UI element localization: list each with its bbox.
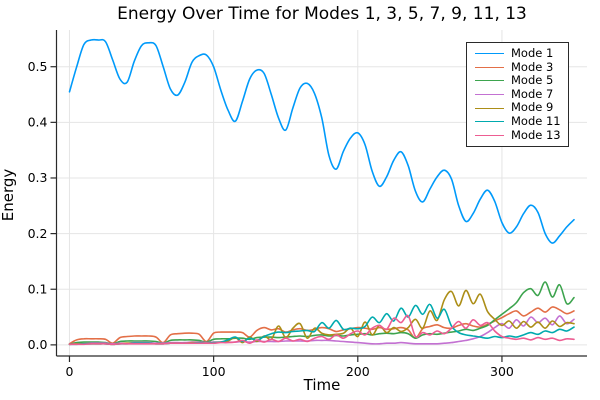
y-tick-label-3: 0.3 [28,170,48,185]
legend: Mode 1 Mode 3 Mode 5 Mode 7 Mode 9 Mode 11 Mod… [466,42,569,148]
y-tick-label-1: 0.1 [28,281,48,296]
x-tick-label-0: 0 [65,364,73,379]
x-tick-label-3: 300 [490,364,514,379]
legend-swatch-mode-11 [475,121,504,123]
x-axis-label: Time [303,376,341,394]
legend-swatch-mode-13 [475,134,504,136]
y-tick-label-5: 0.5 [28,59,48,74]
y-tick-label-4: 0.4 [28,115,48,130]
x-tick-label-1: 100 [202,364,226,379]
legend-label: Mode 7 [511,86,554,101]
legend-swatch-mode-1 [475,53,504,55]
legend-label: Mode 5 [511,73,554,88]
legend-item-mode-11: Mode 11 [475,113,562,129]
legend-item-mode-1: Mode 1 [475,46,562,61]
series-line-mode-1 [68,38,575,244]
y-axis-label: Energy [0,168,17,222]
legend-label: Mode 13 [511,127,561,142]
legend-item-mode-7: Mode 7 [475,86,562,102]
legend-item-mode-5: Mode 5 [475,74,562,88]
legend-label: Mode 9 [511,100,554,115]
legend-swatch-mode-9 [475,107,504,109]
legend-item-mode-13: Mode 13 [475,127,562,143]
y-tick-label-0: 0.0 [28,337,48,352]
legend-swatch-mode-3 [475,66,504,68]
legend-label: Mode 1 [511,46,554,60]
legend-label: Mode 11 [511,113,561,128]
legend-swatch-mode-7 [475,94,504,96]
legend-swatch-mode-5 [475,80,504,82]
legend-item-mode-3: Mode 3 [475,59,562,75]
chart-title: Energy Over Time for Modes 1, 3, 5, 7, 9… [117,4,527,24]
x-tick-label-2: 200 [346,364,370,379]
y-tick-label-2: 0.2 [28,226,48,241]
legend-item-mode-9: Mode 9 [475,101,562,115]
legend-label: Mode 3 [511,59,554,74]
series-line-mode-13 [68,314,575,346]
